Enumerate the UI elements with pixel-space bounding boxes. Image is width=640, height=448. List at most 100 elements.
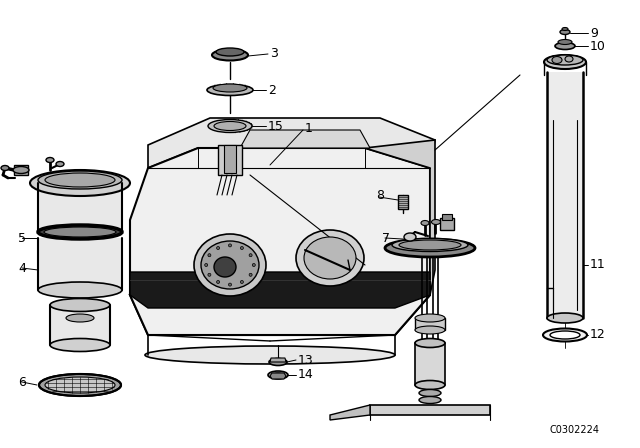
Ellipse shape — [38, 171, 122, 189]
Ellipse shape — [66, 314, 94, 322]
Ellipse shape — [212, 49, 248, 60]
Ellipse shape — [419, 389, 441, 396]
Ellipse shape — [421, 220, 429, 225]
Ellipse shape — [194, 234, 266, 296]
Text: 6: 6 — [18, 375, 26, 388]
Ellipse shape — [385, 239, 475, 257]
Ellipse shape — [419, 396, 441, 404]
Ellipse shape — [404, 233, 416, 241]
Ellipse shape — [214, 257, 236, 277]
Text: 13: 13 — [298, 353, 314, 366]
Bar — [218, 145, 242, 175]
Ellipse shape — [1, 165, 9, 171]
Ellipse shape — [273, 373, 283, 377]
Polygon shape — [365, 140, 435, 295]
Polygon shape — [50, 305, 110, 345]
Ellipse shape — [296, 230, 364, 286]
Text: 7: 7 — [382, 232, 390, 245]
Ellipse shape — [216, 280, 220, 284]
Ellipse shape — [205, 263, 208, 267]
Ellipse shape — [145, 346, 395, 364]
Ellipse shape — [415, 314, 445, 322]
Ellipse shape — [30, 170, 130, 196]
Ellipse shape — [45, 173, 115, 187]
Ellipse shape — [46, 158, 54, 163]
Ellipse shape — [208, 120, 252, 133]
Ellipse shape — [550, 331, 580, 339]
Ellipse shape — [249, 273, 252, 276]
Ellipse shape — [392, 238, 468, 251]
Ellipse shape — [241, 246, 243, 250]
Ellipse shape — [201, 241, 259, 289]
Ellipse shape — [415, 326, 445, 334]
Ellipse shape — [44, 227, 116, 237]
Bar — [415, 318, 445, 330]
Ellipse shape — [269, 358, 287, 366]
Ellipse shape — [45, 377, 115, 393]
Polygon shape — [240, 130, 370, 148]
Text: 11: 11 — [590, 258, 605, 271]
Text: 8: 8 — [376, 189, 384, 202]
Polygon shape — [38, 183, 122, 232]
Ellipse shape — [38, 225, 122, 239]
Polygon shape — [38, 238, 122, 290]
Ellipse shape — [547, 313, 583, 323]
Ellipse shape — [56, 161, 64, 167]
Ellipse shape — [216, 48, 244, 56]
Ellipse shape — [50, 298, 110, 311]
Text: 4: 4 — [18, 262, 26, 275]
Polygon shape — [330, 405, 370, 420]
Ellipse shape — [552, 56, 562, 64]
Text: 3: 3 — [270, 47, 278, 60]
Ellipse shape — [39, 374, 121, 396]
Text: 15: 15 — [268, 120, 284, 133]
Ellipse shape — [399, 240, 461, 250]
Text: C0302224: C0302224 — [550, 425, 600, 435]
Ellipse shape — [558, 39, 572, 44]
Ellipse shape — [565, 56, 573, 62]
Polygon shape — [370, 405, 490, 415]
Text: 10: 10 — [590, 39, 606, 52]
Text: 12: 12 — [590, 328, 605, 341]
Bar — [442, 214, 452, 220]
Text: 9: 9 — [590, 26, 598, 39]
Polygon shape — [415, 343, 445, 385]
Polygon shape — [130, 295, 430, 335]
Ellipse shape — [207, 85, 253, 95]
Polygon shape — [148, 118, 435, 168]
Polygon shape — [130, 272, 430, 308]
Ellipse shape — [13, 167, 29, 173]
Polygon shape — [547, 72, 583, 318]
Ellipse shape — [547, 55, 583, 65]
Ellipse shape — [216, 246, 220, 250]
Ellipse shape — [38, 282, 122, 298]
Ellipse shape — [214, 121, 246, 130]
Ellipse shape — [304, 237, 356, 279]
Text: 1: 1 — [305, 121, 313, 134]
Ellipse shape — [560, 30, 570, 34]
Ellipse shape — [208, 273, 211, 276]
Polygon shape — [270, 358, 286, 362]
Ellipse shape — [252, 263, 255, 267]
Text: 14: 14 — [298, 369, 314, 382]
Ellipse shape — [562, 27, 568, 30]
Ellipse shape — [555, 43, 575, 49]
Bar — [440, 218, 454, 230]
Text: 5: 5 — [18, 232, 26, 245]
Ellipse shape — [249, 254, 252, 257]
Ellipse shape — [268, 371, 288, 379]
Ellipse shape — [543, 328, 587, 341]
Bar — [224, 145, 236, 173]
Ellipse shape — [241, 280, 243, 284]
Text: 2: 2 — [268, 83, 276, 96]
Ellipse shape — [228, 244, 232, 247]
Ellipse shape — [50, 339, 110, 352]
Ellipse shape — [208, 254, 211, 257]
Bar — [398, 195, 408, 209]
Polygon shape — [270, 373, 286, 379]
Ellipse shape — [228, 283, 232, 286]
Polygon shape — [130, 148, 430, 335]
Polygon shape — [14, 165, 28, 175]
Ellipse shape — [544, 55, 586, 69]
Ellipse shape — [415, 339, 445, 348]
